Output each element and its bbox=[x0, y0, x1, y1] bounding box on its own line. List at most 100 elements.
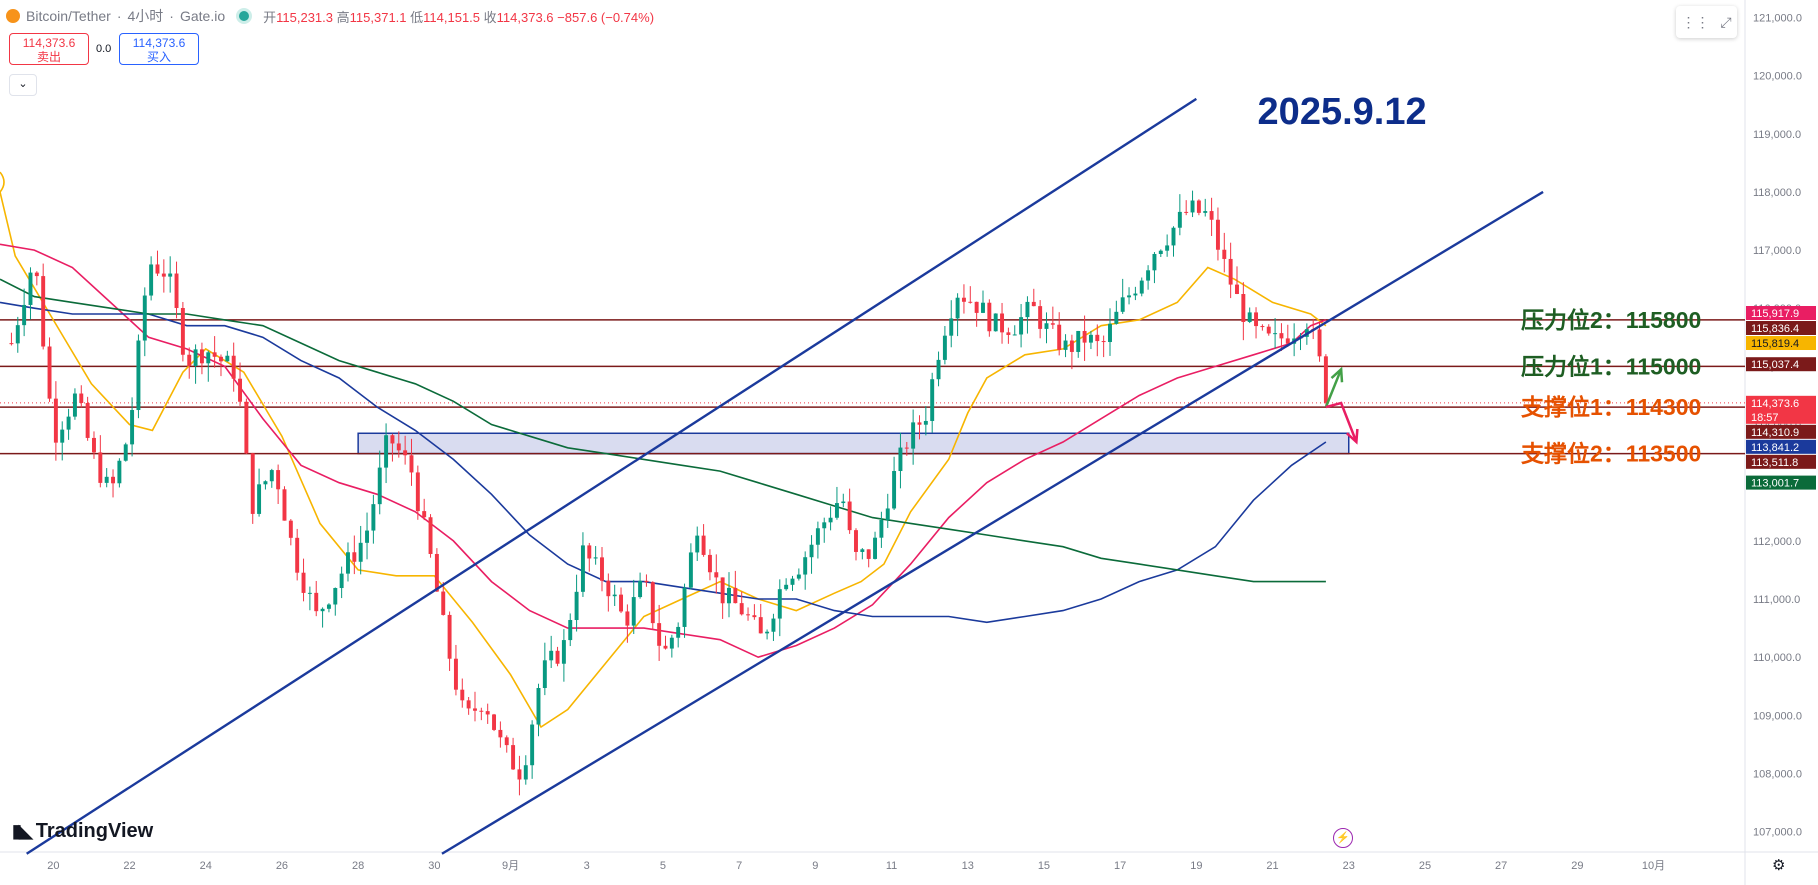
spread-value: 0.0 bbox=[96, 43, 112, 55]
buy-label: 买入 bbox=[146, 50, 171, 64]
candle-body bbox=[320, 608, 325, 612]
candle-body bbox=[930, 379, 935, 421]
candle-body bbox=[676, 626, 681, 638]
moving-average-line bbox=[0, 243, 1327, 659]
candle-body bbox=[955, 297, 960, 319]
candle-body bbox=[238, 378, 243, 402]
candle-body bbox=[333, 588, 338, 605]
candle-body bbox=[580, 545, 585, 592]
candle-body bbox=[479, 710, 484, 712]
price-label-badge bbox=[1746, 454, 1816, 469]
moving-average-line bbox=[0, 301, 1327, 624]
trend-channel-line bbox=[441, 190, 1544, 855]
candle-body bbox=[517, 769, 522, 780]
candle-body bbox=[815, 528, 820, 545]
candle-body bbox=[1317, 329, 1322, 357]
time-tick-label: 26 bbox=[276, 860, 288, 872]
price-tick-label: 107,000.0 bbox=[1753, 827, 1802, 839]
candle-body bbox=[66, 416, 71, 430]
candle-body bbox=[536, 687, 541, 725]
candle-body bbox=[123, 444, 128, 461]
candle-body bbox=[784, 584, 789, 590]
candle-body bbox=[1082, 330, 1087, 343]
candle-body bbox=[619, 594, 624, 612]
price-label-text: 113,511.8 bbox=[1751, 457, 1798, 469]
candle-body bbox=[79, 393, 84, 403]
sell-button[interactable]: 114,373.6 卖出 bbox=[9, 33, 89, 65]
candle-body bbox=[41, 276, 46, 347]
time-tick-label: 10月 bbox=[1642, 860, 1665, 872]
candle-body bbox=[1285, 338, 1290, 344]
symbol-name[interactable]: Bitcoin/Tether bbox=[26, 8, 111, 24]
symbol-separator: · bbox=[116, 8, 122, 24]
candle-body bbox=[352, 552, 357, 562]
candle-body bbox=[1108, 323, 1112, 343]
drag-handle-icon[interactable]: ⋮⋮ bbox=[1681, 13, 1710, 30]
candle-body bbox=[1203, 211, 1208, 213]
candle-body bbox=[993, 313, 998, 332]
candle-body bbox=[1088, 334, 1093, 343]
price-tick-label: 121,000.0 bbox=[1753, 12, 1802, 24]
candle-body bbox=[777, 589, 782, 619]
symbol-separator: · bbox=[169, 8, 174, 24]
ohlc-values: 开115,231.3 高115,371.1 低114,151.5 收114,37… bbox=[263, 9, 655, 25]
candle-body bbox=[1279, 333, 1284, 339]
tradingview-logo-text: TradingView bbox=[35, 820, 154, 842]
candle-body bbox=[168, 273, 173, 277]
sell-label: 卖出 bbox=[36, 50, 61, 64]
candle-body bbox=[587, 545, 592, 559]
candle-body bbox=[1152, 253, 1157, 271]
candle-body bbox=[212, 352, 217, 357]
candle-body bbox=[593, 557, 598, 559]
collapse-legend-button[interactable]: ⌄ bbox=[9, 74, 37, 96]
candle-body bbox=[733, 587, 738, 604]
candle-body bbox=[263, 481, 268, 485]
candle-body bbox=[771, 618, 776, 632]
settings-gear-icon[interactable]: ⚙ bbox=[1772, 857, 1786, 874]
candle-body bbox=[968, 301, 973, 303]
candle-body bbox=[987, 302, 992, 332]
price-label-badge bbox=[1746, 336, 1816, 351]
sell-price: 114,373.6 bbox=[22, 36, 76, 50]
candle-body bbox=[530, 724, 535, 766]
price-label-text: 113,001.7 bbox=[1751, 478, 1799, 490]
candle-body bbox=[453, 658, 458, 690]
candle-body bbox=[1165, 245, 1170, 251]
time-tick-label: 9月 bbox=[502, 860, 519, 872]
candle-body bbox=[1247, 312, 1252, 322]
projection-arrow bbox=[1325, 401, 1358, 443]
time-tick-label: 3 bbox=[584, 860, 590, 872]
time-tick-label: 17 bbox=[1114, 860, 1126, 872]
interval-label[interactable]: 4小时 bbox=[127, 8, 164, 24]
candle-body bbox=[739, 603, 744, 615]
moving-average-line bbox=[0, 278, 1326, 583]
candle-body bbox=[130, 410, 135, 445]
candle-body bbox=[111, 476, 115, 484]
candle-body bbox=[1019, 317, 1024, 335]
chevron-down-icon: ⌄ bbox=[18, 78, 28, 90]
candle-body bbox=[225, 355, 230, 362]
lightning-icon[interactable]: ⚡ bbox=[1333, 828, 1353, 848]
projection-arrow bbox=[1324, 368, 1343, 408]
candle-body bbox=[206, 352, 211, 364]
countdown-label: 18:57 bbox=[1751, 412, 1779, 424]
moving-average-edge bbox=[0, 171, 5, 193]
candle-body bbox=[841, 501, 846, 504]
candle-body bbox=[847, 501, 852, 531]
candle-body bbox=[415, 472, 420, 512]
support-zone bbox=[357, 432, 1350, 455]
trend-line-icon[interactable]: ⤢ bbox=[1720, 13, 1732, 30]
candle-body bbox=[707, 554, 712, 573]
candle-body bbox=[257, 484, 262, 514]
candle-body bbox=[282, 489, 287, 521]
candle-body bbox=[758, 617, 763, 634]
candle-body bbox=[1323, 356, 1328, 403]
candle-body bbox=[650, 582, 655, 624]
buy-button[interactable]: 114,373.6 买入 bbox=[119, 33, 199, 65]
candle-body bbox=[834, 503, 839, 518]
candle-body bbox=[803, 557, 808, 575]
candle-body bbox=[1000, 313, 1005, 333]
tradingview-logo[interactable]: ▮◣ TradingView bbox=[12, 820, 153, 843]
candle-body bbox=[1063, 340, 1068, 350]
